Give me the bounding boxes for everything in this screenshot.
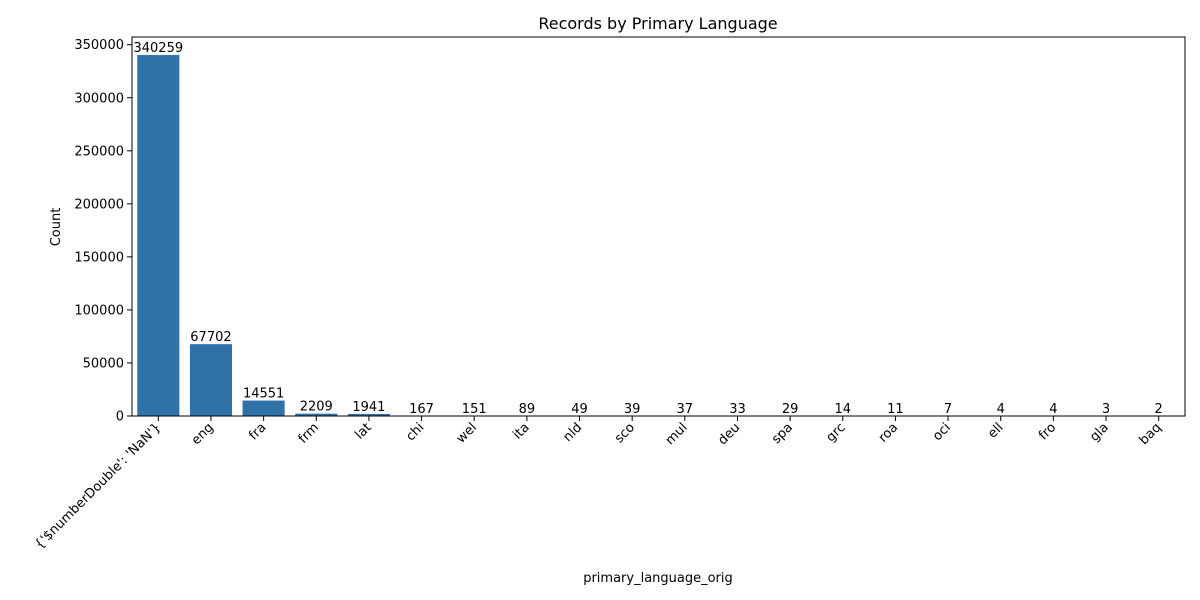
data-label-16: 4: [997, 402, 1005, 417]
data-label-1: 67702: [190, 330, 231, 345]
bars-group: [137, 55, 1180, 417]
data-label-9: 39: [624, 402, 641, 417]
x-axis-label: primary_language_orig: [583, 571, 733, 586]
data-label-18: 3: [1102, 402, 1110, 417]
data-label-13: 14: [834, 402, 851, 417]
bar-3: [295, 413, 338, 416]
data-label-10: 37: [677, 402, 694, 417]
x-tick-label-10: mul: [663, 420, 691, 448]
x-tick-label-8: nld: [561, 420, 586, 445]
x-tick-label-9: sco: [612, 420, 638, 446]
data-label-11: 33: [729, 402, 746, 417]
x-tick-label-15: oci: [930, 420, 954, 444]
data-label-0: 340259: [133, 41, 183, 56]
data-label-2: 14551: [243, 387, 284, 402]
x-tick-label-18: gla: [1087, 420, 1112, 445]
y-tick-label-4: 200000: [74, 197, 124, 212]
data-label-3: 2209: [300, 400, 333, 415]
x-tick-label-0: {'$numberDouble': 'NaN'}: [32, 420, 164, 552]
bar-1: [189, 344, 233, 416]
data-label-7: 89: [519, 402, 536, 417]
x-tick-label-12: spa: [769, 420, 796, 447]
y-tick-label-7: 350000: [74, 38, 124, 53]
data-label-14: 11: [887, 402, 904, 417]
chart-title: Records by Primary Language: [538, 14, 777, 33]
x-tick-label-5: chi: [403, 420, 427, 444]
x-tick-label-14: roa: [876, 420, 901, 445]
data-label-17: 4: [1049, 402, 1057, 417]
x-tick-label-19: baq: [1137, 420, 1165, 448]
x-tick-label-17: fro: [1036, 420, 1059, 443]
x-tick-label-1: eng: [189, 420, 217, 448]
data-label-15: 7: [944, 402, 952, 417]
bar-4: [347, 413, 390, 416]
data-label-4: 1941: [352, 400, 385, 415]
x-tick-label-7: ita: [510, 420, 532, 442]
x-tick-label-11: deu: [715, 420, 743, 448]
data-label-8: 49: [571, 402, 588, 417]
y-axis-label: Count: [49, 208, 64, 247]
plot-frame: [131, 36, 1186, 417]
bar-0: [137, 55, 180, 417]
data-label-12: 29: [782, 402, 799, 417]
x-tick-label-3: frm: [296, 420, 322, 446]
y-tick-label-2: 100000: [74, 303, 124, 318]
y-tick-label-6: 300000: [74, 91, 124, 106]
x-tick-label-2: fra: [246, 420, 269, 443]
data-label-6: 151: [462, 402, 487, 417]
bar-2: [242, 400, 285, 416]
y-tick-label-0: 0: [116, 410, 124, 425]
y-axis: 0 50000 100000 150000 200000 250000 300000 3500…: [74, 38, 132, 425]
x-tick-label-13: grc: [824, 420, 849, 445]
data-label-5: 167: [409, 402, 434, 417]
y-tick-label-1: 50000: [83, 356, 124, 371]
y-tick-label-3: 150000: [74, 250, 124, 265]
x-axis: {'$numberDouble': 'NaN'} eng fra frm lat chi w…: [32, 416, 1164, 552]
data-label-19: 2: [1155, 402, 1163, 417]
y-tick-label-5: 250000: [74, 144, 124, 159]
x-tick-label-16: ell: [985, 420, 1006, 441]
x-tick-label-6: wel: [454, 420, 480, 446]
x-tick-label-4: lat: [352, 420, 374, 442]
